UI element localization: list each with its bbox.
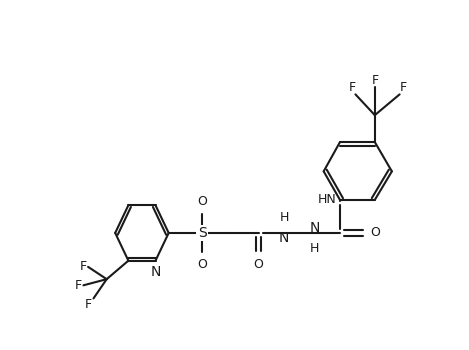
Text: F: F xyxy=(75,279,82,292)
Text: S: S xyxy=(197,226,206,240)
Text: F: F xyxy=(371,74,378,87)
Text: F: F xyxy=(85,299,92,312)
Text: H: H xyxy=(280,211,289,224)
Text: N: N xyxy=(309,220,319,234)
Text: O: O xyxy=(197,195,207,208)
Text: O: O xyxy=(254,258,264,271)
Text: O: O xyxy=(370,226,380,239)
Text: F: F xyxy=(400,81,407,94)
Text: N: N xyxy=(279,231,289,245)
Text: O: O xyxy=(197,258,207,271)
Text: F: F xyxy=(79,260,86,273)
Text: N: N xyxy=(151,265,161,279)
Text: F: F xyxy=(348,81,356,94)
Text: HN: HN xyxy=(318,193,336,205)
Text: H: H xyxy=(310,242,319,255)
